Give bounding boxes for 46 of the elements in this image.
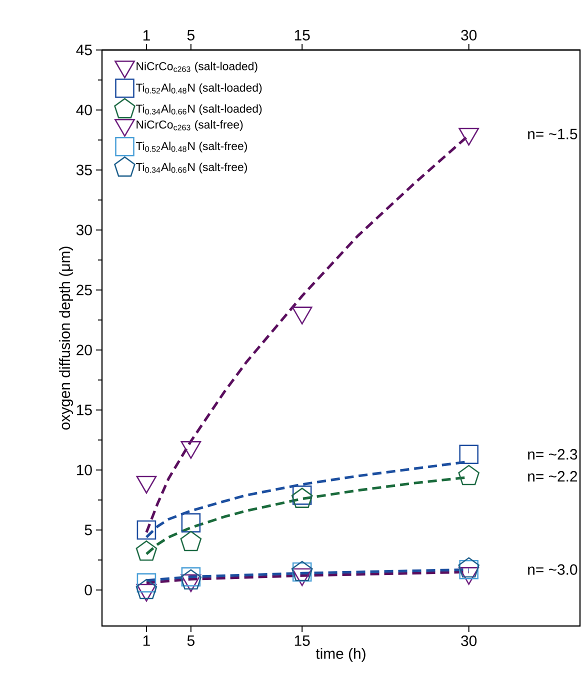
point: [180, 530, 202, 552]
annotation: n= ~2.3: [528, 449, 578, 460]
y-axis-title: oxygen diffusion depth (μm): [59, 246, 74, 430]
y-tick-label: 10: [76, 464, 92, 476]
legend-label: Ti$_{0.34}$Al$_{0.66}$N (salt-free): [136, 162, 247, 174]
x2-tick-label: 15: [294, 30, 310, 40]
line-series: [145, 568, 470, 582]
y-tick-label: 40: [76, 104, 92, 116]
y-tick-label: 20: [76, 344, 92, 356]
y-tick-label: 30: [76, 224, 92, 236]
point: [459, 444, 478, 464]
x-tick-label: 15: [294, 636, 310, 646]
point: [136, 573, 156, 592]
annotation: n= ~2.2: [528, 471, 578, 482]
x-axis-title: time (h): [316, 648, 366, 662]
y-tick-label: 45: [76, 44, 92, 56]
y-tick-label: 5: [84, 524, 92, 536]
point: [181, 513, 201, 532]
point: [181, 567, 201, 586]
x-tick-label: 30: [461, 636, 477, 646]
point: [458, 464, 480, 486]
x2-tick-label: 1: [143, 30, 150, 40]
point: [180, 569, 202, 590]
y-tick-label: 35: [76, 164, 92, 176]
point: [136, 540, 158, 561]
y-tick-label: 15: [76, 404, 92, 416]
annotation: n= ~3.0: [528, 564, 578, 575]
legend-label: Ti$_{0.52}$Al$_{0.48}$N (salt-loaded): [136, 83, 262, 94]
y-tick-label: 0: [84, 584, 92, 596]
point: [136, 578, 158, 600]
y-tick-label: 25: [76, 284, 92, 296]
point: [136, 520, 156, 540]
legend-label: Ti$_{0.52}$Al$_{0.48}$N (salt-free): [136, 142, 247, 152]
legend-label: NiCrCo$_{c263}$ (salt-loaded): [136, 62, 258, 72]
x2-tick-label: 5: [187, 30, 194, 40]
legend-label: Ti$_{0.34}$Al$_{0.66}$N (salt-loaded): [136, 104, 262, 115]
point: [292, 486, 312, 505]
point: [292, 306, 312, 324]
annotation: n= ~1.5: [528, 128, 578, 140]
point: [291, 488, 313, 508]
legend-label: NiCrCo$_{c263}$ (salt-free): [136, 120, 243, 131]
line-series: [145, 570, 470, 584]
x-tick-label: 5: [187, 636, 194, 646]
point: [458, 128, 480, 146]
x-tick-label: 1: [143, 636, 150, 646]
x2-tick-label: 30: [461, 30, 477, 40]
